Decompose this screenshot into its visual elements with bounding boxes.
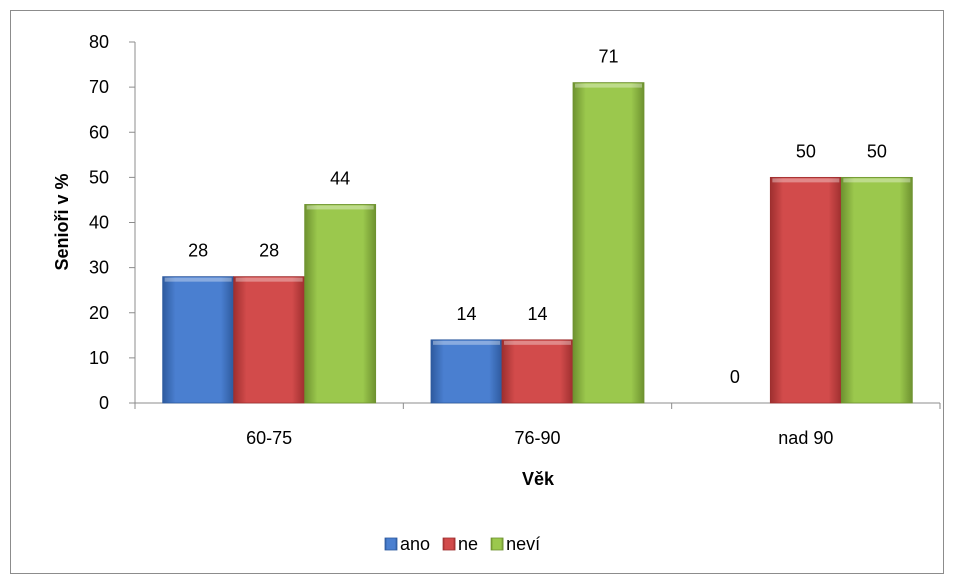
bar-ne-60-75: [233, 276, 306, 404]
data-label-ano-76-90: 14: [456, 304, 476, 324]
bar-highlight: [164, 277, 232, 282]
data-label-neví-60-75: 44: [330, 168, 350, 188]
bar-neví-76-90: [572, 82, 645, 404]
bar-ne-nad 90: [769, 176, 842, 404]
data-label-ano-nad 90: 0: [730, 367, 740, 387]
legend-swatch: [490, 537, 504, 551]
legend-swatch: [384, 537, 398, 551]
bar-highlight: [575, 83, 642, 88]
y-axis: 0 10 20 30 40 50 60 70 80: [89, 32, 136, 413]
y-tick-label: 0: [99, 393, 109, 413]
y-tick-label: 20: [89, 303, 109, 323]
data-label-ano-60-75: 28: [188, 241, 208, 261]
y-tick-label: 60: [89, 122, 109, 142]
y-axis-title: Senioři v %: [52, 173, 72, 270]
bar-highlight: [433, 340, 500, 345]
legend-item-ne: ne: [442, 534, 478, 554]
y-tick-label: 80: [89, 32, 109, 52]
bar-highlight: [772, 178, 840, 183]
y-tick-label: 70: [89, 77, 109, 97]
data-labels: 28 28 44 14 14 71 0 50 50: [188, 47, 887, 387]
legend-label: neví: [506, 534, 540, 554]
bar-ne-76-90: [501, 339, 574, 404]
y-tick-label: 10: [89, 348, 109, 368]
y-tick-label: 30: [89, 258, 109, 278]
data-label-ne-nad 90: 50: [796, 141, 816, 161]
data-label-neví-nad 90: 50: [867, 141, 887, 161]
legend-item-ano: ano: [384, 534, 430, 554]
legend-swatch: [442, 537, 456, 551]
y-tick-label: 40: [89, 213, 109, 233]
bar-neví-60-75: [304, 204, 377, 404]
legend-label: ne: [458, 534, 478, 554]
bar-highlight: [306, 205, 374, 210]
x-tick-label: 60-75: [246, 428, 292, 448]
x-tick-label: 76-90: [514, 428, 560, 448]
data-label-ne-76-90: 14: [527, 304, 547, 324]
data-label-neví-76-90: 71: [598, 47, 618, 67]
x-axis: 60-75 76-90 nad 90: [134, 402, 941, 448]
bar-highlight: [235, 277, 303, 282]
bar-highlight: [504, 340, 571, 345]
x-tick-label: nad 90: [778, 428, 833, 448]
bar-ano-60-75: [162, 276, 235, 404]
bar-highlight: [843, 178, 911, 183]
legend-label: ano: [400, 534, 430, 554]
x-axis-title: Věk: [522, 469, 555, 489]
legend-item-neví: neví: [490, 534, 540, 554]
bar-neví-nad 90: [840, 176, 913, 404]
data-label-ne-60-75: 28: [259, 241, 279, 261]
bar-ano-76-90: [430, 339, 503, 404]
bars: [162, 82, 913, 404]
legend: ano ne neví: [384, 534, 540, 554]
y-tick-label: 50: [89, 167, 109, 187]
